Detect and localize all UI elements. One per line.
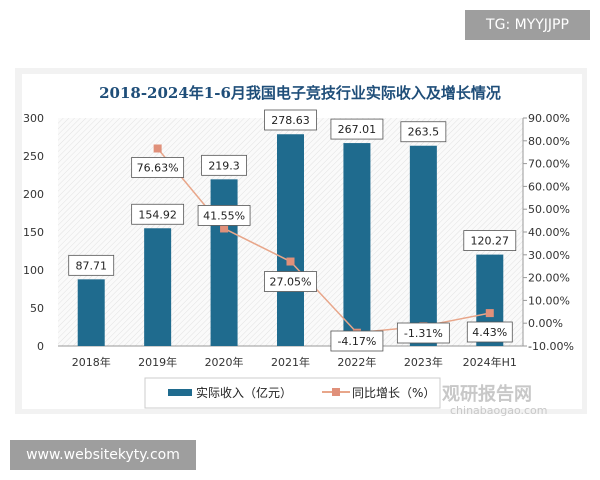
y-right-tick: 60.00% — [528, 180, 570, 193]
y-left-tick: 300 — [23, 112, 44, 125]
growth-data-label: 76.63% — [137, 161, 179, 174]
logo-watermark: 观研报告网 — [442, 383, 532, 405]
y-right-tick: 70.00% — [528, 158, 570, 171]
bar-data-label-box — [201, 154, 247, 176]
y-right-tick: 50.00% — [528, 203, 570, 216]
x-tick: 2019年 — [138, 355, 177, 369]
y-left-tick: 0 — [37, 340, 44, 353]
bar-data-label: 267.01 — [338, 123, 377, 136]
bar-2023年 — [409, 145, 437, 346]
growth-marker — [153, 144, 162, 153]
growth-marker — [286, 257, 295, 266]
y-left-tick: 200 — [23, 188, 44, 201]
bar-data-label: 87.71 — [75, 259, 107, 272]
growth-data-label-box — [131, 157, 185, 178]
y-right-tick: 80.00% — [528, 135, 570, 148]
bar-data-label-box — [68, 254, 115, 276]
y-left-tick: 100 — [23, 264, 44, 277]
watermark-website: www.websitekyty.com — [10, 440, 196, 470]
bar-data-label-box — [400, 121, 447, 143]
chart-title: 2018-2024年1-6月我国电子竞技行业实际收入及增长情况 — [99, 84, 501, 102]
bar-data-label: 263.5 — [408, 126, 440, 139]
bar-data-label-box — [330, 118, 384, 140]
y-right-tick: 40.00% — [528, 226, 570, 239]
legend-line-marker — [332, 388, 340, 396]
x-tick: 2024年H1 — [463, 355, 517, 369]
bar-data-label: 278.63 — [271, 114, 310, 127]
growth-data-label: 4.43% — [472, 326, 507, 339]
growth-data-label-box — [197, 205, 251, 226]
y-right-tick: 0.00% — [528, 317, 563, 330]
y-right-tick: -10.00% — [528, 340, 574, 353]
bar-2022年 — [343, 143, 371, 346]
growth-data-label: 41.55% — [203, 209, 245, 222]
growth-data-label-box — [330, 330, 384, 352]
bar-data-label-box — [131, 203, 185, 225]
growth-marker — [220, 224, 229, 233]
growth-data-label: 27.05% — [270, 276, 312, 289]
growth-data-label-box — [396, 322, 450, 344]
bar-data-label: 154.92 — [138, 208, 177, 221]
bar-data-label-box — [264, 109, 317, 131]
x-tick: 2023年 — [404, 355, 443, 369]
x-tick: 2020年 — [205, 355, 244, 369]
y-right-tick: 10.00% — [528, 294, 570, 307]
growth-data-label: -4.17% — [337, 335, 376, 348]
growth-data-label-box — [466, 321, 513, 343]
growth-marker — [485, 309, 494, 318]
legend-line-label: 同比增长（%） — [352, 386, 435, 400]
growth-data-label: -1.31% — [404, 327, 443, 340]
legend — [144, 377, 441, 409]
y-right-tick: 20.00% — [528, 272, 570, 285]
y-right-tick: 30.00% — [528, 249, 570, 262]
bar-2020年 — [210, 179, 238, 346]
y-left-tick: 150 — [23, 226, 44, 239]
y-left-tick: 50 — [30, 302, 44, 315]
logo-url-watermark: chinabaogao.com — [450, 404, 548, 417]
x-tick: 2018年 — [72, 355, 111, 369]
y-left-tick: 250 — [23, 150, 44, 163]
x-tick: 2021年 — [271, 355, 310, 369]
legend-bar-label: 实际收入（亿元） — [196, 385, 292, 400]
bar-2021年 — [277, 134, 304, 346]
y-right-tick: 90.00% — [528, 112, 570, 125]
bar-data-label-box — [463, 230, 517, 251]
watermark-tg: TG: MYYJJPP — [465, 10, 590, 40]
growth-data-label-box — [264, 271, 317, 292]
bar-2018年 — [77, 279, 105, 346]
bar-data-label: 120.27 — [471, 235, 510, 248]
legend-bar-swatch — [168, 389, 192, 396]
bar-2019年 — [144, 228, 172, 346]
bar-data-label: 219.3 — [208, 159, 240, 172]
x-tick: 2022年 — [337, 355, 376, 369]
